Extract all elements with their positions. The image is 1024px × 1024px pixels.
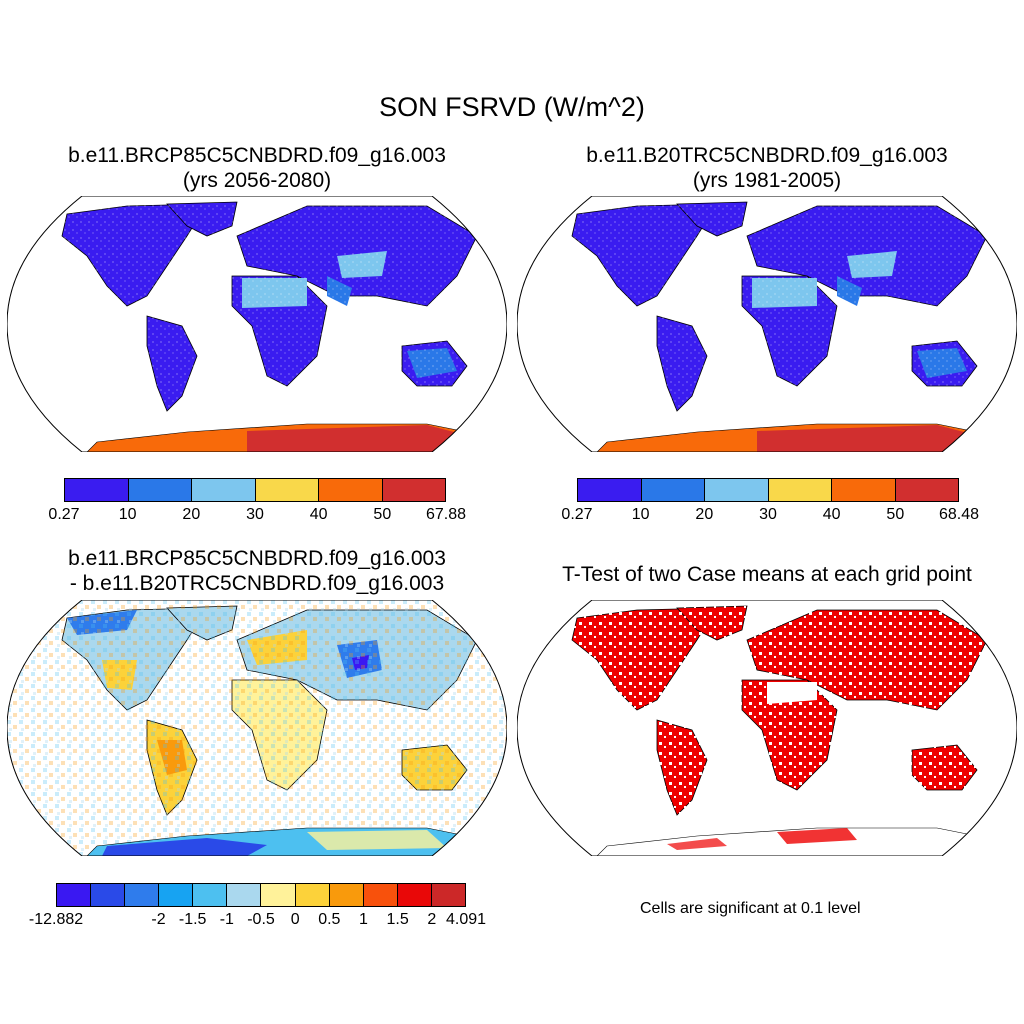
figure-title: SON FSRVD (W/m^2) xyxy=(379,92,645,122)
colorbar-3-tick-label: -12.882 xyxy=(28,911,84,928)
colorbar-3-tick-label: 0.5 xyxy=(318,911,341,928)
colorbar-2-tick-label: 30 xyxy=(759,506,777,523)
colorbar-1 xyxy=(64,478,446,502)
colorbar-3 xyxy=(56,883,466,907)
colorbar-3-box xyxy=(431,884,465,906)
colorbar-1-tick-label: 30 xyxy=(246,506,264,523)
colorbar-3-box xyxy=(397,884,432,906)
panel-2-title: b.e11.B20TRC5CNBDRD.f09_g16.003 (yrs 198… xyxy=(517,143,1017,193)
colorbar-2-labels: 0.27 10 20 30 40 50 68.48 xyxy=(561,506,979,526)
panel-4-title: T-Test of two Case means at each grid po… xyxy=(562,563,972,586)
colorbar-3-tick-label: 1.5 xyxy=(386,911,409,928)
panel-2-title-line1: b.e11.B20TRC5CNBDRD.f09_g16.003 xyxy=(586,144,948,167)
colorbar-1-tick-label: 40 xyxy=(309,506,328,523)
colorbar-1-box xyxy=(65,479,129,501)
colorbar-1-box xyxy=(255,479,319,501)
colorbar-2-box xyxy=(768,479,832,501)
antarctica xyxy=(86,423,498,452)
colorbar-1-box xyxy=(128,479,192,501)
colorbar-2-tick-label: 10 xyxy=(631,506,650,523)
panel-3-title: b.e11.BRCP85C5CNBDRD.f09_g16.003 - b.e11… xyxy=(7,546,507,596)
colorbar-3-box xyxy=(227,884,262,906)
colorbar-2-box xyxy=(705,479,769,501)
colorbar-3-box xyxy=(329,884,364,906)
colorbar-2-tick-label: 50 xyxy=(886,506,905,523)
colorbar-1-box xyxy=(192,479,256,501)
colorbar-3-box xyxy=(193,884,228,906)
colorbar-3-box xyxy=(57,884,92,906)
colorbar-2-tick-label: 40 xyxy=(822,506,841,523)
colorbar-1-tick-label: 10 xyxy=(118,506,137,523)
colorbar-2-tick-label: 68.48 xyxy=(938,506,980,523)
colorbar-2-box xyxy=(832,479,896,501)
colorbar-3-box xyxy=(261,884,296,906)
colorbar-3-tick-label: -1 xyxy=(219,911,234,928)
colorbar-2-box xyxy=(895,479,958,501)
colorbar-3-tick-label: 2 xyxy=(427,911,437,928)
panel-3-title-line2: - b.e11.B20TRC5CNBDRD.f09_g16.003 xyxy=(69,572,445,595)
panel-1-title-line1: b.e11.BRCP85C5CNBDRD.f09_g16.003 xyxy=(68,144,446,167)
colorbar-3-box xyxy=(295,884,330,906)
panel-3-map xyxy=(7,600,507,856)
panel-1-map xyxy=(7,196,507,452)
colorbar-1-labels: 0.27 10 20 30 40 50 67.88 xyxy=(48,506,466,526)
colorbar-1-tick-label: 20 xyxy=(182,506,201,523)
colorbar-2-tick-label: 20 xyxy=(695,506,714,523)
colorbar-3-tick-label: -1.5 xyxy=(178,911,207,928)
panel-2-title-line2: (yrs 1981-2005) xyxy=(692,169,842,192)
colorbar-2-box xyxy=(578,479,642,501)
colorbar-2-tick-label: 0.27 xyxy=(561,506,593,523)
colorbar-2 xyxy=(577,478,959,502)
colorbar-3-box xyxy=(91,884,126,906)
colorbar-1-tick-label: 50 xyxy=(373,506,392,523)
colorbar-3-tick-label: 4.091 xyxy=(445,911,487,928)
colorbar-1-tick-label: 0.27 xyxy=(48,506,80,523)
colorbar-3-labels: -12.882 -2 -1.5 -1 -0.5 0 0.5 1 1.5 2 4.091 xyxy=(29,911,486,931)
colorbar-3-box xyxy=(159,884,194,906)
significance-note: Cells are significant at 0.1 level xyxy=(640,900,861,917)
panel-2-map xyxy=(517,196,1017,452)
colorbar-1-box xyxy=(319,479,383,501)
colorbar-1-box xyxy=(382,479,445,501)
colorbar-3-box xyxy=(125,884,160,906)
colorbar-1-tick-label: 67.88 xyxy=(425,506,467,523)
colorbar-3-tick-label: 1 xyxy=(359,911,368,928)
colorbar-3-tick-label: -0.5 xyxy=(247,911,275,928)
colorbar-3-tick-label: -2 xyxy=(151,911,166,928)
colorbar-2-box xyxy=(641,479,705,501)
colorbar-3-tick-label: 0 xyxy=(290,911,300,928)
panel-3-title-line1: b.e11.BRCP85C5CNBDRD.f09_g16.003 xyxy=(68,547,446,570)
panel-1-title: b.e11.BRCP85C5CNBDRD.f09_g16.003 (yrs 20… xyxy=(7,143,507,193)
panel-1-title-line2: (yrs 2056-2080) xyxy=(182,169,332,192)
colorbar-3-box xyxy=(363,884,398,906)
panel-4-map xyxy=(517,600,1017,856)
